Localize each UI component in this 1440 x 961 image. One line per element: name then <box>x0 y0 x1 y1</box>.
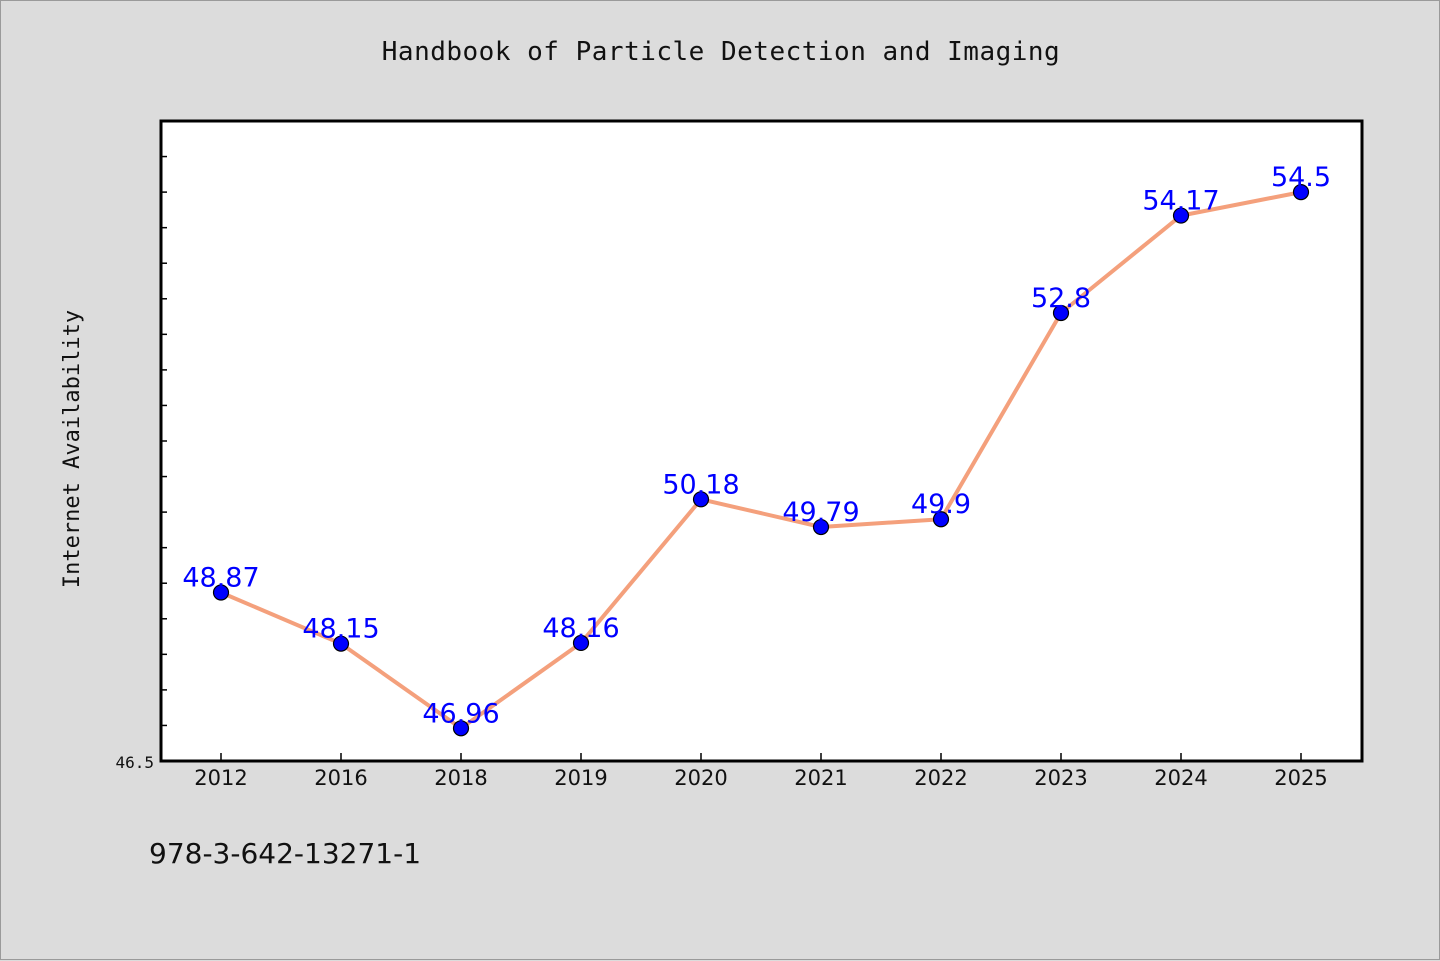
data-point <box>332 635 350 652</box>
x-tick-label: 2025 <box>1274 766 1327 790</box>
x-tick-label: 2024 <box>1154 766 1207 790</box>
x-tick-label: 2019 <box>554 766 607 790</box>
x-tick-label: 2018 <box>434 766 487 790</box>
data-label: 49.79 <box>782 497 859 528</box>
x-tick-label: 2020 <box>674 766 727 790</box>
data-point <box>812 518 830 536</box>
x-tick-label: 2023 <box>1034 766 1087 790</box>
data-label: 54.17 <box>1142 186 1219 217</box>
isbn-code: 978-3-642-13271-1 <box>149 837 422 870</box>
x-tick-label: 2012 <box>194 766 247 790</box>
data-point <box>692 491 710 508</box>
data-label: 48.87 <box>182 562 259 593</box>
x-axis-ticks <box>220 753 1302 761</box>
data-label: 46.96 <box>422 698 499 729</box>
data-label: 49.9 <box>911 489 971 520</box>
data-label: 50.18 <box>662 469 739 500</box>
plot-area <box>159 119 1364 763</box>
data-point <box>932 511 950 528</box>
data-point <box>572 634 590 652</box>
data-point <box>1292 184 1310 201</box>
x-tick-label: 2021 <box>794 766 847 790</box>
data-label: 48.15 <box>302 614 379 645</box>
data-point <box>1052 304 1070 322</box>
x-tick-label: 2016 <box>314 766 367 790</box>
y-axis-ticks <box>161 120 167 762</box>
data-labels: 48.87 48.15 46.96 48.16 50.18 49.79 49.9 52.8 54… <box>182 162 1331 729</box>
y-axis-label: Internet Availability <box>60 310 85 588</box>
chart-title: Handbook of Particle Detection and Imagi… <box>381 37 1061 67</box>
data-point <box>1172 207 1190 224</box>
data-label: 48.16 <box>542 613 619 644</box>
y-tick-label: 46.5 <box>115 753 154 772</box>
x-tick-label: 2022 <box>914 766 967 790</box>
data-label: 52.8 <box>1031 283 1091 314</box>
series-markers <box>212 184 1310 737</box>
x-axis-tick-labels: 2012 2016 2018 2019 2020 2021 2022 2023 2024 2025 <box>194 766 1327 790</box>
data-point <box>212 584 230 601</box>
data-label: 54.5 <box>1271 162 1331 193</box>
data-point <box>452 720 470 737</box>
series-line <box>220 190 1302 731</box>
